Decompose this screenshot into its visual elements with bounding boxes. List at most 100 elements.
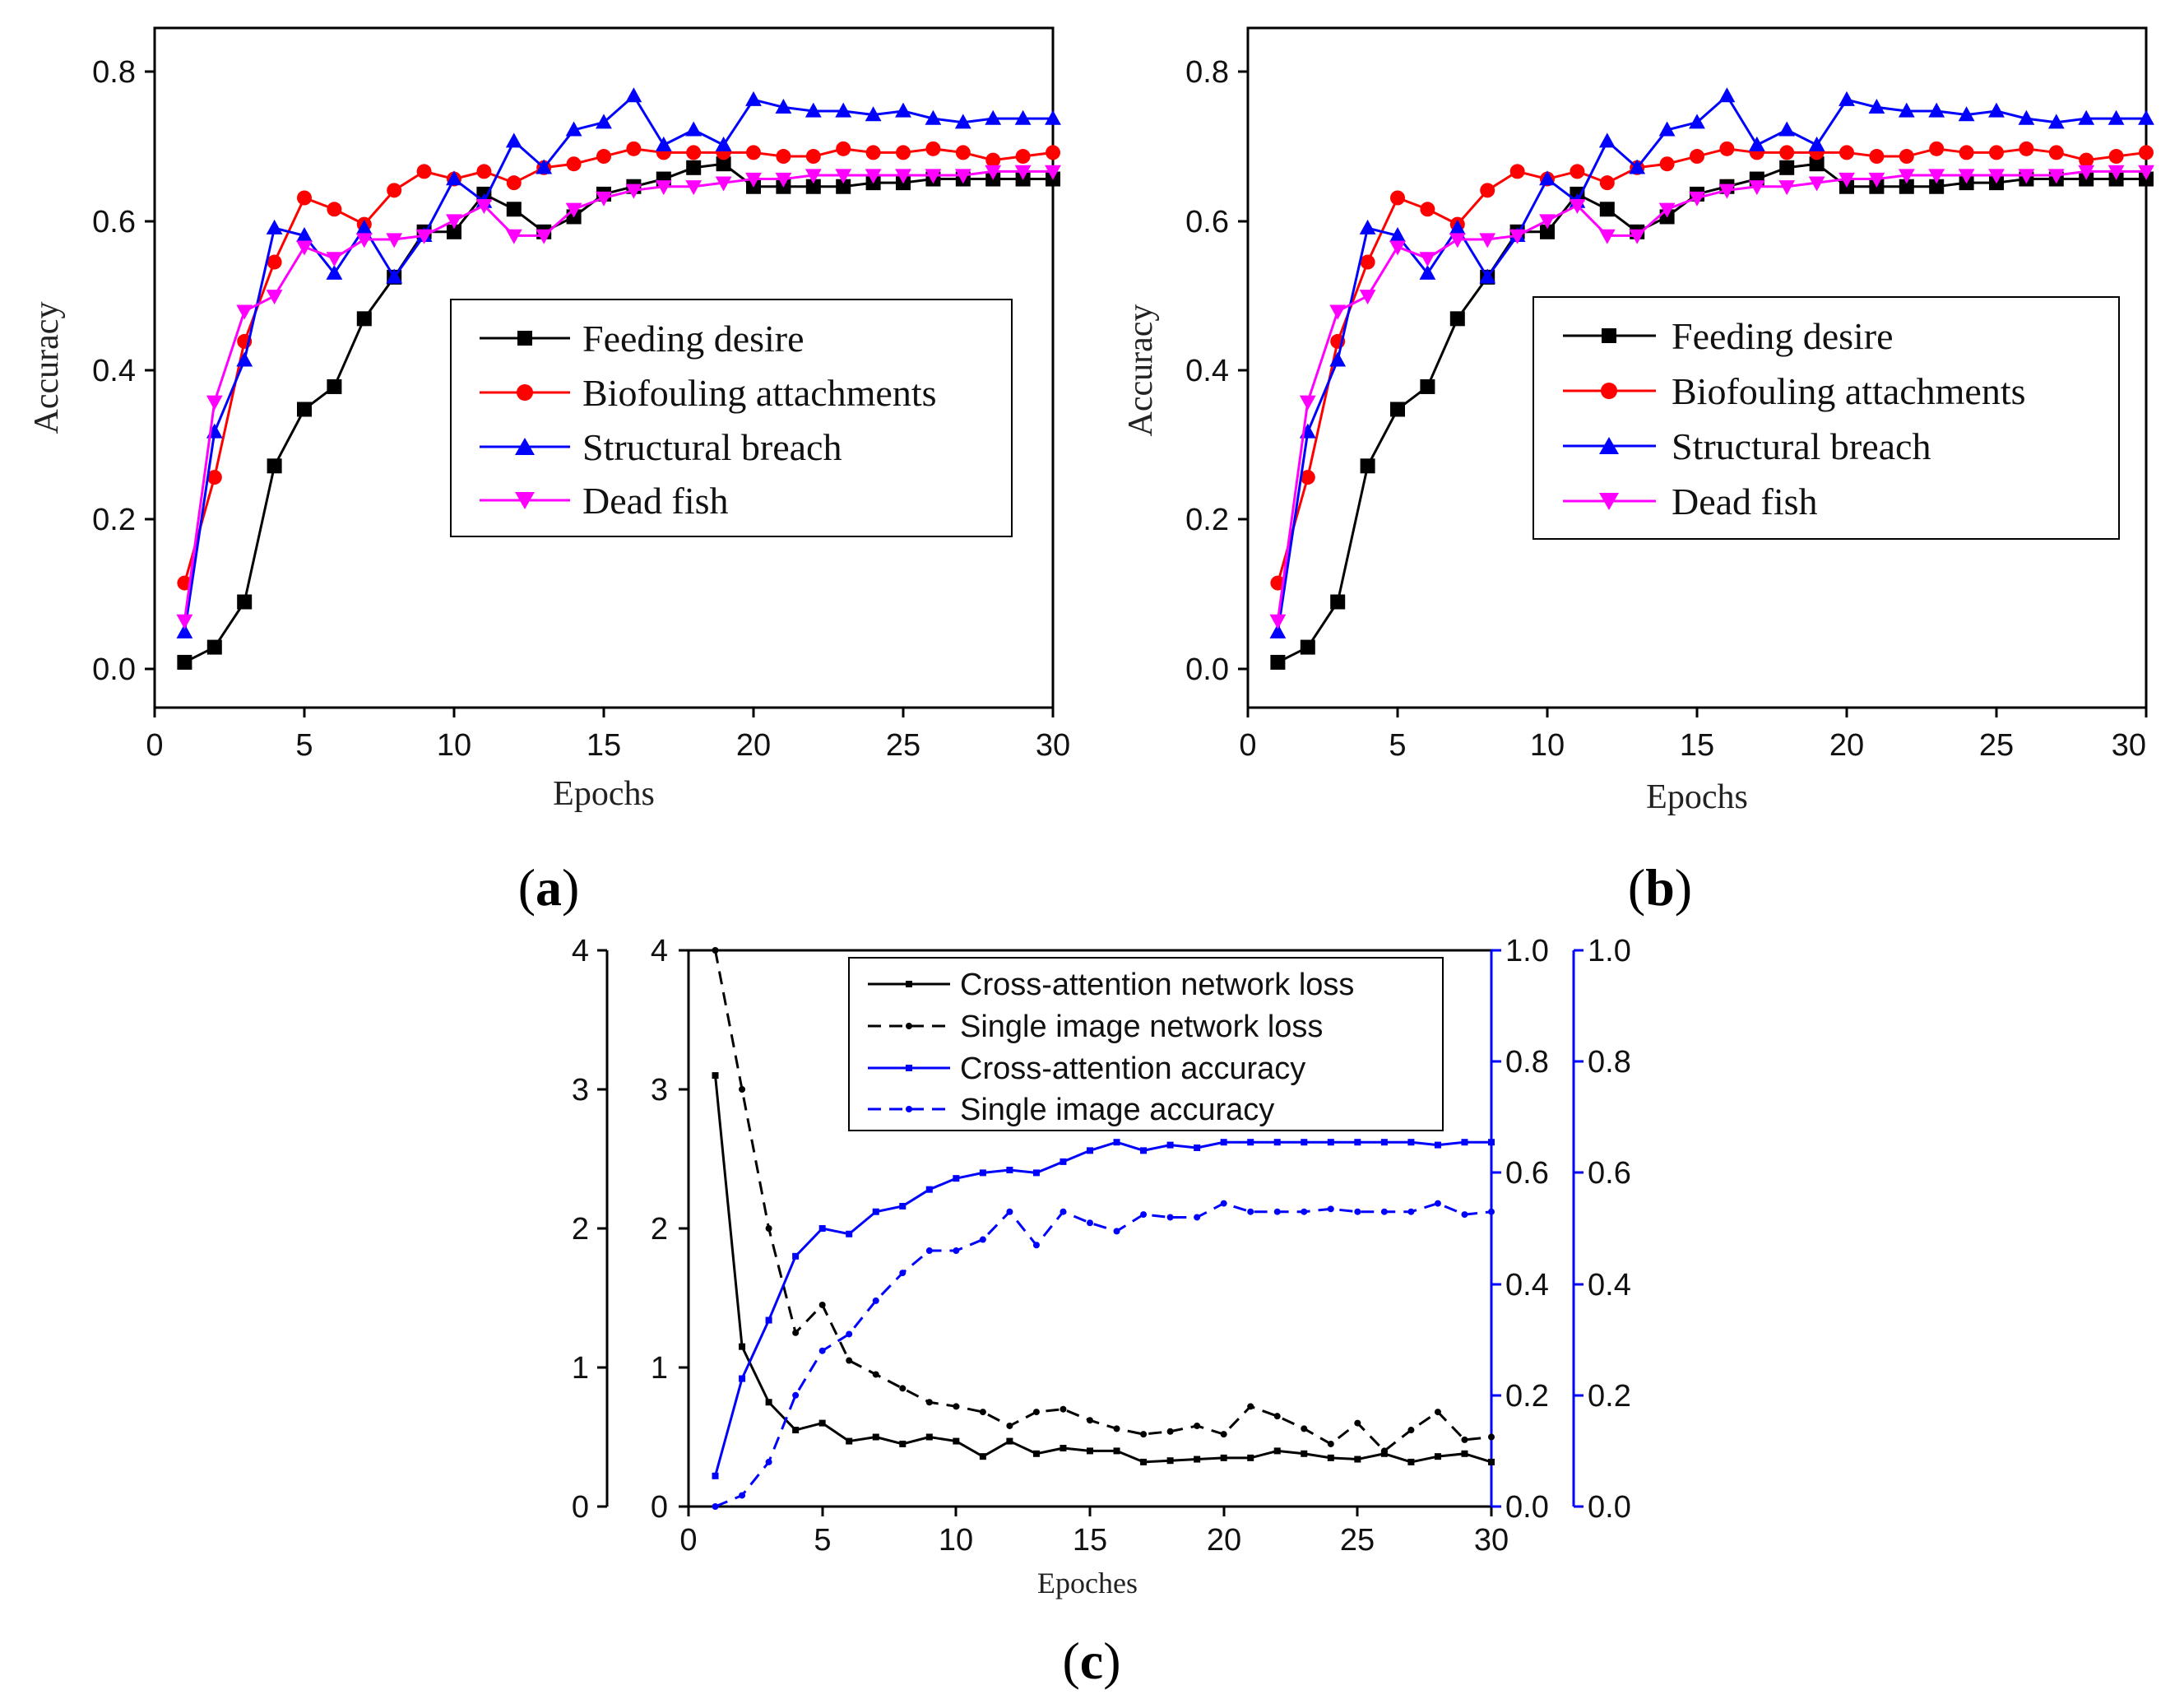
data-point — [1301, 1208, 1308, 1215]
data-point — [415, 229, 433, 244]
data-point — [896, 145, 911, 160]
x-tick-label: 5 — [295, 728, 313, 763]
axes-c: 0 5 10 15 20 25 30 0 1 2 3 4 — [572, 934, 1631, 1600]
data-point — [739, 1375, 746, 1382]
data-point — [872, 1371, 879, 1378]
y-tick-label: 4 — [572, 934, 589, 968]
y-tick-label: 2 — [572, 1212, 589, 1247]
data-point — [1006, 1167, 1013, 1174]
data-point — [1087, 1147, 1093, 1154]
data-point — [1166, 1214, 1174, 1221]
x-tick-label: 5 — [1389, 728, 1406, 763]
data-point — [266, 290, 283, 305]
data-point — [1389, 240, 1406, 256]
data-point — [1247, 1139, 1254, 1146]
data-point — [765, 1316, 772, 1324]
data-point — [1748, 180, 1765, 196]
data-point — [1599, 175, 1615, 191]
data-point — [356, 311, 372, 327]
data-point — [1868, 172, 1885, 188]
data-point — [1569, 199, 1586, 215]
data-point — [2078, 165, 2095, 180]
data-point — [236, 351, 253, 367]
data-point — [1299, 395, 1316, 411]
data-point — [872, 1433, 879, 1441]
panel-label-b: (b) — [1628, 858, 1692, 917]
legend-entry-dead-fish: Dead fish — [480, 480, 729, 522]
panel-label-a: (a) — [518, 858, 580, 917]
y-tick-label: 0.6 — [92, 205, 136, 239]
data-point — [1778, 121, 1796, 137]
data-point — [1958, 169, 1975, 184]
legend-label: Structural breach — [582, 426, 842, 468]
data-point — [386, 233, 403, 248]
series-line-single-image-accuracy — [714, 1202, 1492, 1508]
legend-label: Single image accuracy — [960, 1093, 1274, 1127]
circle-marker-icon — [906, 1106, 912, 1112]
x-tick-label: 20 — [736, 728, 771, 763]
data-point — [1032, 1169, 1040, 1177]
x-tick-label: 20 — [1829, 728, 1864, 763]
x-axis-title: Epoches — [1037, 1567, 1138, 1600]
y-tick-label: 0 — [651, 1490, 668, 1525]
data-point — [846, 1230, 853, 1237]
data-point — [1869, 149, 1885, 165]
data-point — [1247, 1403, 1254, 1410]
data-point — [2047, 169, 2065, 184]
data-point — [775, 99, 792, 114]
circle-marker-icon — [517, 384, 533, 401]
data-point — [1194, 1422, 1201, 1429]
legend-label: Dead fish — [1672, 481, 1818, 522]
data-point — [655, 180, 672, 196]
data-point — [745, 172, 762, 188]
data-point — [1479, 268, 1496, 284]
square-marker-icon — [517, 331, 532, 346]
data-point — [536, 229, 553, 244]
legend-entry-single-image-loss: Single image network loss — [868, 1010, 1323, 1044]
data-point — [1420, 202, 1435, 217]
data-point — [1327, 1139, 1334, 1146]
data-point — [1140, 1458, 1148, 1465]
data-point — [1113, 1447, 1120, 1455]
triangle-up-marker-icon — [1599, 437, 1619, 454]
y-tick-label: 0.0 — [92, 652, 136, 687]
data-point — [1359, 290, 1376, 305]
y-tick-label: 0.4 — [1185, 354, 1229, 388]
data-point — [1839, 145, 1854, 160]
data-point — [792, 1329, 800, 1336]
y-tick-label: 3 — [651, 1073, 668, 1107]
data-point — [1659, 156, 1675, 172]
y2-tick-label: 0.8 — [1588, 1045, 1631, 1080]
data-point — [596, 114, 612, 129]
data-point — [327, 378, 342, 394]
data-point — [925, 1399, 933, 1406]
data-point — [1006, 1437, 1013, 1445]
series-layer-c — [712, 947, 1495, 1510]
data-point — [475, 199, 493, 215]
y2-tick-label: 0.4 — [1588, 1268, 1631, 1302]
y2-tick-label: 0.2 — [1505, 1379, 1549, 1414]
legend-label: Structural breach — [1672, 425, 1931, 467]
data-point — [805, 179, 821, 194]
data-point — [765, 1399, 772, 1406]
data-point — [296, 227, 313, 243]
data-point — [506, 175, 522, 191]
data-point — [1113, 1228, 1120, 1235]
data-point — [1140, 1211, 1148, 1219]
legend-entry-biofouling: Biofouling attachments — [1563, 370, 2026, 412]
data-point — [505, 229, 522, 244]
data-point — [1273, 1447, 1281, 1455]
data-point — [1959, 145, 1974, 160]
series-line-single-image-network-loss — [714, 950, 1492, 1452]
data-point — [985, 109, 1002, 125]
x-tick-label: 15 — [1680, 728, 1714, 763]
data-point — [954, 169, 971, 184]
data-point — [176, 614, 193, 629]
x-tick-label: 10 — [1530, 728, 1565, 763]
data-point — [1868, 99, 1885, 114]
data-point — [1540, 224, 1555, 239]
data-point — [565, 202, 582, 218]
data-point — [1014, 165, 1032, 180]
data-point — [236, 304, 253, 320]
data-point — [1220, 1454, 1227, 1461]
